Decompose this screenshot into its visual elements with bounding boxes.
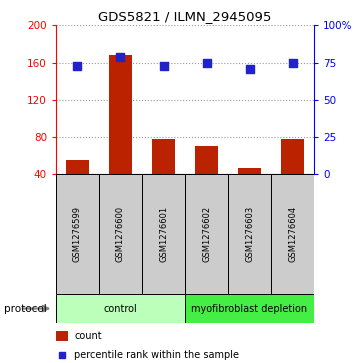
Bar [281, 139, 304, 174]
Text: GSM1276599: GSM1276599 [73, 206, 82, 262]
Bar [152, 139, 175, 174]
Text: count: count [74, 331, 102, 341]
Bar [99, 174, 142, 294]
Point [161, 63, 166, 69]
Point [75, 63, 81, 69]
Bar [109, 55, 132, 174]
Bar [185, 174, 228, 294]
Bar [56, 174, 99, 294]
Bar [142, 174, 185, 294]
Point [204, 60, 209, 65]
Bar [56, 294, 185, 323]
Text: percentile rank within the sample: percentile rank within the sample [74, 350, 239, 360]
Text: myofibroblast depletion: myofibroblast depletion [191, 303, 308, 314]
Text: protocol: protocol [4, 303, 46, 314]
Bar [185, 294, 314, 323]
Bar [238, 168, 261, 174]
Point [59, 352, 65, 358]
Point [118, 54, 123, 60]
Title: GDS5821 / ILMN_2945095: GDS5821 / ILMN_2945095 [98, 10, 272, 23]
Bar [195, 146, 218, 174]
Text: GSM1276602: GSM1276602 [202, 206, 211, 262]
Text: GSM1276604: GSM1276604 [288, 206, 297, 262]
Text: GSM1276601: GSM1276601 [159, 206, 168, 262]
Point [247, 66, 252, 72]
Bar [271, 174, 314, 294]
Bar [56, 331, 68, 341]
Text: GSM1276600: GSM1276600 [116, 206, 125, 262]
Bar [228, 174, 271, 294]
Text: control: control [104, 303, 137, 314]
Text: GSM1276603: GSM1276603 [245, 206, 254, 262]
Point [290, 60, 295, 65]
Bar [66, 160, 89, 174]
